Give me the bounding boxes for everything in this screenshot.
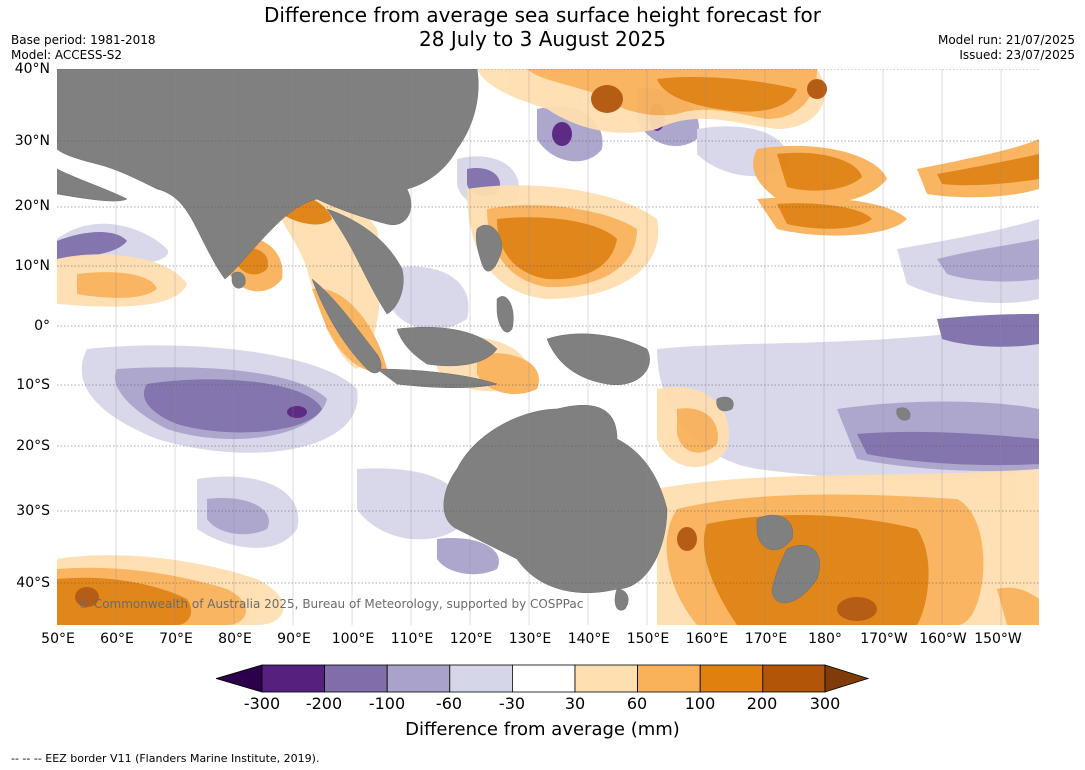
lat-label-30n: 30°N: [14, 133, 50, 149]
colorbar-tick-30: 30: [564, 694, 586, 713]
lat-label-0: 0°: [34, 318, 50, 334]
lat-label-20n: 20°N: [14, 198, 50, 214]
colorbar-tick-minus30: -30: [498, 694, 526, 713]
lat-label-40n: 40°N: [14, 61, 50, 77]
lon-label-160e: 160°E: [685, 631, 729, 647]
colorbar-tick-100: 100: [684, 694, 716, 713]
lat-label-10n: 10°N: [14, 258, 50, 274]
colorbar-bin-9: [762, 664, 826, 693]
lon-label-90e: 90°E: [277, 631, 311, 647]
colorbar-tick-minus200: -200: [305, 694, 343, 713]
colorbar-bin-5: [511, 664, 576, 693]
colorbar-bin-8: [699, 664, 764, 693]
lon-label-130e: 130°E: [508, 631, 552, 647]
model-label: Model: ACCESS-S2: [11, 48, 123, 62]
colorbar-tick-200: 200: [746, 694, 778, 713]
lon-label-60e: 60°E: [100, 631, 134, 647]
lon-label-50e: 50°E: [41, 631, 75, 647]
colorbar-tick-60: 60: [626, 694, 648, 713]
title-line-2: 28 July to 3 August 2025: [419, 27, 666, 51]
lat-label-30s: 30°S: [16, 503, 50, 519]
lat-label-40s: 40°S: [16, 575, 50, 591]
lon-label-180: 180°: [808, 631, 842, 647]
title-line-1: Difference from average sea surface heig…: [263, 3, 822, 27]
lon-label-160w: 160°W: [919, 631, 967, 647]
lon-label-120e: 120°E: [449, 631, 493, 647]
base-period-label: Base period: 1981-2018: [11, 33, 156, 47]
colorbar-tick-minus60: -60: [435, 694, 463, 713]
colorbar-tick-minus100: -100: [368, 694, 406, 713]
lon-label-150w: 150°W: [974, 631, 1022, 647]
lon-label-140e: 140°E: [567, 631, 611, 647]
lon-label-170e: 170°E: [744, 631, 788, 647]
model-run-label: Model run: 21/07/2025: [937, 33, 1075, 47]
lat-label-20s: 20°S: [16, 438, 50, 454]
issued-label: Issued: 23/07/2025: [959, 48, 1075, 62]
lat-label-10s: 10°S: [16, 377, 50, 393]
colorbar-bin-4: [449, 664, 513, 693]
colorbar: [216, 664, 870, 693]
eez-footnote: -- -- -- EEZ border V11 (Flanders Marine…: [11, 752, 320, 765]
lon-label-110e: 110°E: [390, 631, 434, 647]
lon-label-170w: 170°W: [860, 631, 908, 647]
meridians: [115, 69, 1002, 625]
colorbar-bin-1: [261, 664, 325, 693]
colorbar-extend-high: [824, 664, 870, 693]
graticule: [57, 69, 1039, 584]
colorbar-tick-300: 300: [809, 694, 841, 713]
copyright-notice: © Commonwealth of Australia 2025, Bureau…: [78, 597, 584, 611]
lon-label-80e: 80°E: [218, 631, 252, 647]
lon-label-70e: 70°E: [159, 631, 193, 647]
sea-surface-height-map: [57, 69, 1039, 625]
colorbar-tick-minus300: -300: [243, 694, 281, 713]
colorbar-bin-6: [574, 664, 638, 693]
colorbar-extend-low: [216, 664, 263, 693]
lon-label-100e: 100°E: [331, 631, 375, 647]
colorbar-bin-2: [324, 664, 388, 693]
negative-anomaly-field: [57, 76, 1039, 575]
colorbar-title: Difference from average (mm): [405, 719, 680, 740]
land-masses: [57, 69, 911, 611]
colorbar-bin-7: [637, 664, 701, 693]
colorbar-bin-3: [386, 664, 451, 693]
lon-label-150e: 150°E: [626, 631, 670, 647]
